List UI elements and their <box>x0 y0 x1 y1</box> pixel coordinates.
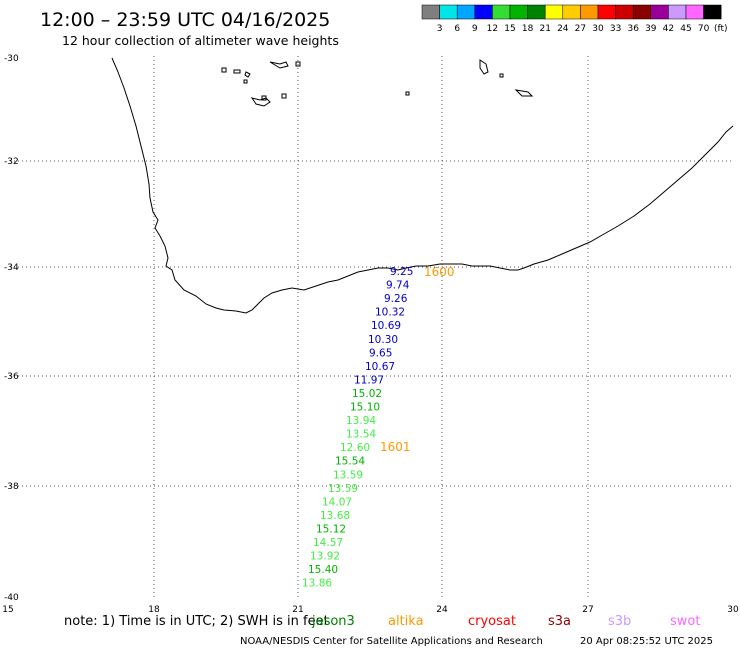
legend-swatch <box>439 4 458 20</box>
pass-time-label: 1600 <box>424 265 455 279</box>
legend-swatch <box>456 4 476 20</box>
swh-value: 13.59 <box>333 469 363 481</box>
swh-value: 9.25 <box>390 266 413 278</box>
pass-time-labels: 1600 1601 <box>380 265 455 454</box>
legend-tick-label: 33 <box>610 24 621 34</box>
legend-tick-label: 6 <box>454 24 460 34</box>
pass-time-label: 1601 <box>380 440 411 454</box>
swh-value: 9.65 <box>369 347 392 359</box>
swh-value: 9.74 <box>386 280 410 292</box>
color-scale-legend: 3 6 9 12 15 18 21 24 27 30 33 36 39 42 45 70 (ft) <box>421 4 728 34</box>
legend-swatch <box>492 4 511 20</box>
satellite-name: s3a <box>548 614 571 629</box>
legend-swatch <box>580 4 599 20</box>
swh-value: 15.54 <box>335 456 365 468</box>
swh-value: 14.07 <box>322 496 352 508</box>
islands <box>221 59 534 107</box>
satellite-legend: jason3 altika cryosat s3a s3b swot <box>311 614 700 629</box>
swh-value: 15.40 <box>308 564 338 576</box>
lat-lon-grid <box>10 56 732 598</box>
swh-value: 10.69 <box>371 320 401 332</box>
longitude-labels: 15 18 21 24 27 30 <box>2 605 739 615</box>
legend-unit: (ft) <box>714 24 728 34</box>
footer-timestamp: 20 Apr 08:25:52 UTC 2025 <box>580 636 713 647</box>
legend-swatch <box>650 4 669 20</box>
lat-label: -30 <box>4 54 19 64</box>
swh-value: 13.68 <box>320 510 350 522</box>
swh-value: 15.10 <box>350 402 380 414</box>
lat-label: -38 <box>4 482 19 492</box>
legend-tick-label: 3 <box>437 24 443 34</box>
swh-value: 13.92 <box>310 551 340 563</box>
latitude-labels: -30 -32 -34 -36 -38 -40 <box>4 54 19 603</box>
legend-swatch <box>632 4 652 20</box>
swh-value: 15.02 <box>352 388 382 400</box>
swh-value: 12.60 <box>340 442 370 454</box>
legend-tick-label: 9 <box>472 24 478 34</box>
legend-tick-label: 27 <box>575 24 586 34</box>
swh-value: 13.94 <box>346 415 376 427</box>
swh-value: 10.32 <box>375 307 405 319</box>
lat-label: -40 <box>4 593 19 603</box>
footer-note: note: 1) Time is in UTC; 2) SWH is in fe… <box>64 614 329 629</box>
swh-value: 13.86 <box>302 578 332 590</box>
legend-tick-label: 21 <box>539 24 550 34</box>
footer-credit: NOAA/NESDIS Center for Satellite Applica… <box>240 636 543 647</box>
legend-swatch <box>615 4 634 20</box>
lon-label: 27 <box>582 605 593 615</box>
lon-label: 18 <box>148 605 160 615</box>
swh-value: 13.59 <box>328 483 358 495</box>
lon-label: 24 <box>436 605 448 615</box>
legend-swatch <box>509 4 528 20</box>
legend-swatch <box>474 4 493 20</box>
legend-tick-label: 15 <box>504 24 515 34</box>
legend-tick-label: 39 <box>645 24 657 34</box>
swh-value: 13.54 <box>346 429 376 441</box>
map-subtitle: 12 hour collection of altimeter wave hei… <box>62 33 339 48</box>
lon-label: 21 <box>292 605 303 615</box>
legend-swatch <box>703 4 722 20</box>
lon-label: 15 <box>2 605 13 615</box>
legend-tick-label: 30 <box>592 24 604 34</box>
swh-value: 14.57 <box>313 537 343 549</box>
satellite-name: altika <box>388 614 424 629</box>
legend-swatch <box>527 4 546 20</box>
lat-label: -34 <box>4 263 19 273</box>
legend-swatch <box>544 4 564 20</box>
swh-value: 10.30 <box>368 334 398 346</box>
legend-tick-label: 42 <box>663 24 674 34</box>
legend-tick-label: 36 <box>627 24 639 34</box>
satellite-name: jason3 <box>311 614 355 629</box>
lat-label: -32 <box>4 157 19 167</box>
legend-swatch <box>685 4 704 20</box>
legend-tick-label: 12 <box>487 24 498 34</box>
satellite-name: swot <box>670 614 700 629</box>
legend-tick-label: 24 <box>557 24 569 34</box>
swh-value: 11.97 <box>354 374 384 386</box>
satellite-name: cryosat <box>468 614 516 629</box>
swh-value: 10.67 <box>365 361 395 373</box>
legend-tick-label: 70 <box>698 24 710 34</box>
satellite-name: s3b <box>608 614 631 629</box>
legend-swatch <box>597 4 616 20</box>
swh-value: 15.12 <box>316 523 346 535</box>
legend-tick-label: 45 <box>680 24 691 34</box>
map-title: 12:00 – 23:59 UTC 04/16/2025 <box>40 9 330 31</box>
legend-swatch <box>562 4 581 20</box>
legend-tick-label: 18 <box>522 24 534 34</box>
lon-label: 30 <box>727 605 739 615</box>
coastline <box>111 57 734 314</box>
swh-value: 9.26 <box>384 293 408 305</box>
legend-swatch <box>668 4 687 20</box>
legend-swatch <box>421 4 440 20</box>
lat-label: -36 <box>4 372 19 382</box>
